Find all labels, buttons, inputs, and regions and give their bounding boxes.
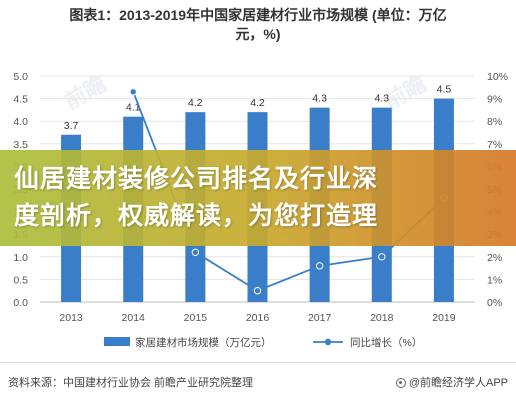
promo-banner-overlay: 仙居建材装修公司排名及行业深 度剖析，权威解读，为您打造理 xyxy=(0,150,516,246)
chart-title-line-2: 元，%) xyxy=(235,26,281,42)
legend-bar-label: 家居建材市场规模（万亿元） xyxy=(135,336,272,349)
x-tick-label-2013: 2013 xyxy=(59,312,83,324)
right-tick-label-9: 9% xyxy=(487,94,502,106)
chart-title-line-1: 图表1：2013-2019年中国家居建材行业市场规模 (单位：万亿 xyxy=(69,7,447,23)
growth-point-2014 xyxy=(129,88,137,96)
right-tick-label-1: 1% xyxy=(487,274,502,286)
x-tick-label-2018: 2018 xyxy=(370,312,394,324)
bar-value-label-2019: 4.5 xyxy=(437,84,452,96)
right-tick-label-7: 7% xyxy=(487,139,502,151)
growth-point-2017 xyxy=(315,262,324,270)
x-tick-label-2017: 2017 xyxy=(308,312,332,324)
banner-line-1: 仙居建材装修公司排名及行业深 xyxy=(14,165,379,193)
left-tick-label-8: 4.0 xyxy=(13,116,28,128)
brand-credit: @前瞻经济学人APP xyxy=(395,374,508,390)
bar-value-label-2015: 4.2 xyxy=(188,97,203,109)
right-tick-label-10: 10% xyxy=(487,71,508,83)
brand-credit-text: @前瞻经济学人APP xyxy=(408,377,508,389)
left-tick-label-1: 0.5 xyxy=(13,274,28,286)
x-tick-label-2014: 2014 xyxy=(122,312,146,324)
left-tick-label-0: 0.0 xyxy=(13,297,28,309)
bar-value-label-2014: 4.1 xyxy=(126,102,141,114)
legend-bar-swatch xyxy=(104,337,130,346)
bar-value-label-2016: 4.2 xyxy=(250,97,265,109)
right-tick-label-2: 2% xyxy=(487,252,502,264)
growth-point-2018 xyxy=(378,253,386,261)
bar-value-label-2017: 4.3 xyxy=(312,93,327,105)
x-tick-label-2016: 2016 xyxy=(246,312,270,324)
watermark-0: 前瞻 xyxy=(60,71,111,115)
right-tick-label-8: 8% xyxy=(487,116,502,128)
legend-line-marker xyxy=(324,338,332,346)
legend-line-label: 同比增长（%） xyxy=(350,336,422,349)
bar-value-label-2018: 4.3 xyxy=(374,93,389,105)
x-tick-label-2019: 2019 xyxy=(432,312,456,324)
chart-title: 图表1：2013-2019年中国家居建材行业市场规模 (单位：万亿 元，%) xyxy=(0,6,516,44)
data-source-text: 资料来源：中国建材行业协会 前瞻产业研究院整理 xyxy=(8,377,254,389)
footer-bar: 资料来源：中国建材行业协会 前瞻产业研究院整理 @前瞻经济学人APP xyxy=(0,362,516,400)
banner-line-2: 度剖析，权威解读，为您打造理 xyxy=(14,202,379,230)
left-tick-label-10: 5.0 xyxy=(13,71,28,83)
brand-logo-icon xyxy=(395,378,406,388)
right-tick-label-0: 0% xyxy=(487,297,502,309)
left-tick-label-2: 1.0 xyxy=(13,252,28,264)
growth-point-2015 xyxy=(191,248,200,256)
left-tick-label-9: 4.5 xyxy=(13,94,28,106)
x-tick-label-2015: 2015 xyxy=(184,312,208,324)
bar-value-label-2013: 3.7 xyxy=(64,120,79,132)
growth-point-2016 xyxy=(253,287,262,295)
left-tick-label-7: 3.5 xyxy=(13,139,28,151)
